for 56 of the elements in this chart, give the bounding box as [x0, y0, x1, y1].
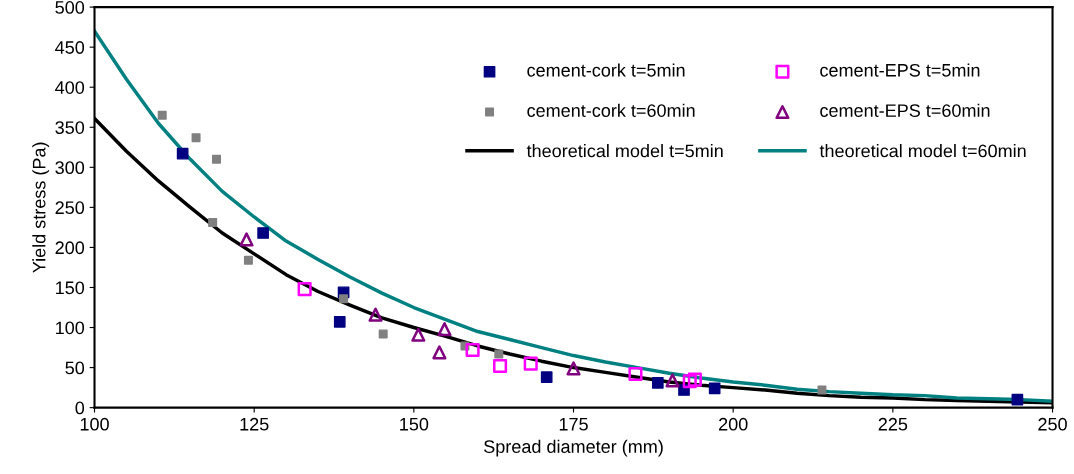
point — [682, 374, 697, 389]
point — [708, 382, 721, 395]
point — [523, 356, 538, 371]
legend-label: theoretical model t=5min — [526, 144, 723, 158]
x-tick-label: 250 — [1038, 417, 1067, 431]
point — [465, 342, 480, 358]
y-tick-label: 200 — [55, 241, 85, 255]
y-tick-label: 100 — [56, 321, 85, 335]
x-tick-label: 175 — [559, 418, 588, 431]
point — [297, 282, 312, 297]
point — [432, 345, 447, 360]
y-tick-label: 150 — [56, 281, 85, 295]
point — [665, 373, 680, 388]
point — [191, 133, 201, 143]
y-tick-label: 300 — [55, 161, 85, 175]
legend-label: cement-cork t=5min — [527, 63, 685, 77]
point — [651, 376, 664, 389]
x-tick-label: 150 — [400, 417, 429, 431]
point — [211, 154, 221, 164]
point — [628, 366, 643, 382]
x-tick-label: 200 — [719, 417, 748, 431]
point — [1011, 393, 1024, 406]
x-tick-label: 100 — [80, 417, 109, 431]
point — [239, 232, 254, 247]
y-axis-title: Yield stress (Pa) — [32, 142, 50, 273]
point — [243, 255, 253, 265]
y-tick-label: 350 — [55, 121, 85, 134]
point — [566, 361, 581, 376]
y-tick-label: 50 — [65, 361, 85, 375]
legend-label: theoretical model t=60min — [819, 144, 1026, 158]
x-tick-label: 125 — [240, 417, 269, 431]
point — [333, 316, 346, 328]
point — [339, 294, 349, 304]
legend-label: cement-cork t=60min — [527, 103, 695, 117]
y-tick-label: 0 — [75, 401, 85, 415]
point — [687, 372, 702, 387]
point — [257, 227, 269, 239]
point — [208, 218, 218, 228]
point — [494, 349, 504, 359]
legend-label: cement-EPS t=5min — [820, 63, 980, 77]
y-tick-label: 400 — [55, 81, 85, 94]
legend-label: cement-EPS t=60min — [820, 103, 990, 117]
x-tick-label: 225 — [878, 417, 908, 431]
point — [437, 322, 452, 337]
point — [540, 371, 553, 384]
y-tick-label: 500 — [55, 1, 85, 14]
point — [817, 385, 827, 395]
point — [493, 358, 508, 374]
point — [176, 147, 189, 160]
y-tick-label: 450 — [55, 41, 85, 54]
point — [368, 307, 383, 322]
x-axis-title: Spread diameter (mm) — [484, 439, 663, 457]
point — [411, 327, 426, 342]
point — [378, 329, 388, 339]
point — [157, 110, 167, 120]
y-tick-label: 250 — [55, 201, 85, 215]
